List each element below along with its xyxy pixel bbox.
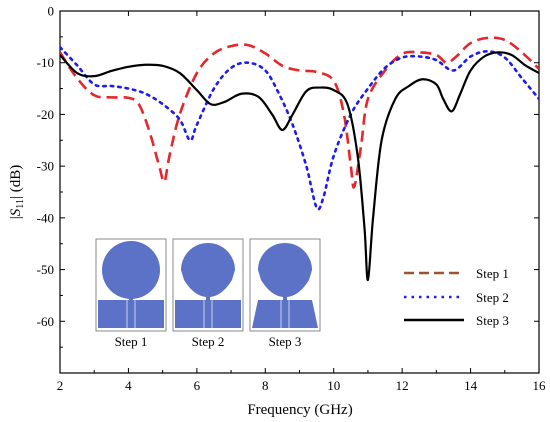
y-tick-label: -40 (37, 210, 54, 225)
legend-label-step-1: Step 1 (476, 266, 509, 281)
y-tick-labels: 0 -10 -20 -30 -40 -50 -60 (37, 4, 54, 329)
series-line-step-1 (60, 36, 539, 189)
x-tick-label: 2 (57, 378, 64, 393)
inset-caption-2: Step 2 (192, 334, 225, 349)
y-tick-label: -10 (37, 55, 54, 70)
legend-label-step-3: Step 3 (476, 313, 509, 328)
inset-step-1 (95, 238, 167, 332)
y-tick-label: 0 (48, 4, 55, 19)
inset-step-3 (249, 238, 321, 332)
y-axis-title: |S11| (dB) (8, 165, 26, 219)
inset-caption-3: Step 3 (269, 334, 302, 349)
x-tick-label: 16 (533, 378, 547, 393)
y-tick-label: -50 (37, 262, 54, 277)
x-tick-label: 6 (194, 378, 201, 393)
series-line-step-2 (60, 45, 539, 211)
y-tick-label: -30 (37, 159, 54, 174)
series-lines (60, 36, 539, 282)
inset-antenna-images: Step 1 Step 2 Step 3 (95, 238, 321, 349)
y-tick-label: -20 (37, 107, 54, 122)
legend: Step 1 Step 2 Step 3 (404, 266, 509, 328)
x-tick-label: 8 (262, 378, 269, 393)
inset-step-2 (172, 238, 244, 332)
x-tick-label: 14 (464, 378, 478, 393)
x-axis-title: Frequency (GHz) (247, 402, 352, 418)
legend-label-step-2: Step 2 (476, 290, 509, 305)
x-tick-label: 10 (327, 378, 340, 393)
series-line-step-3 (60, 51, 539, 282)
x-tick-label: 12 (396, 378, 409, 393)
axis-ticks (59, 10, 540, 373)
x-tick-label: 4 (125, 378, 132, 393)
y-tick-label: -60 (37, 314, 54, 329)
inset-caption-1: Step 1 (115, 334, 148, 349)
x-tick-labels: 2 4 6 8 10 12 14 16 (57, 378, 546, 393)
